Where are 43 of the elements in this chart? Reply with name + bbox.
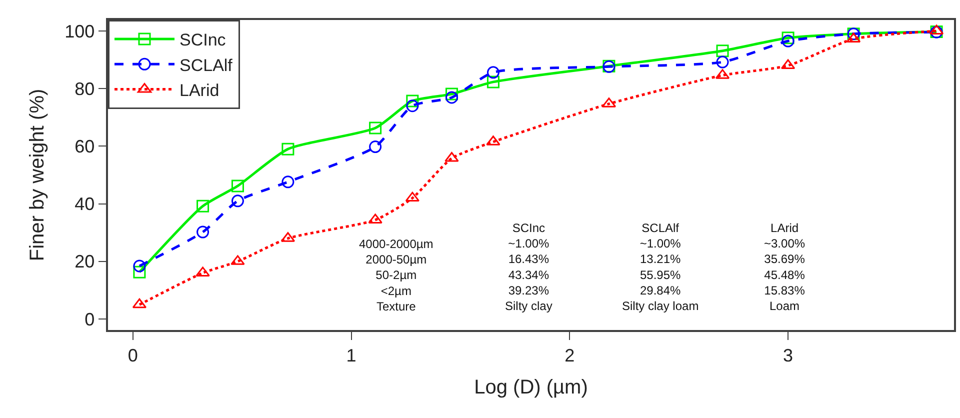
point xyxy=(782,32,794,44)
annotation: 4000-2000µm 2000-50µm 50-2µm <2µm Texture xyxy=(359,237,434,314)
point xyxy=(782,34,794,48)
point xyxy=(780,59,796,70)
y-tick-label: 100 xyxy=(64,21,95,42)
x-tick-label: 2 xyxy=(564,345,575,366)
point xyxy=(282,176,294,188)
point xyxy=(406,94,419,108)
point xyxy=(406,100,419,112)
annotation: SCLAlf ~1.00% 13.21% 55.95% 29.84% Silty clay loam xyxy=(622,221,699,313)
y-axis-title: Finer by weight (%) xyxy=(26,88,49,262)
point xyxy=(445,91,458,104)
y-tick-label: 60 xyxy=(74,136,95,156)
point xyxy=(133,266,146,278)
point xyxy=(369,122,382,134)
point xyxy=(405,192,420,202)
legend-label: LArid xyxy=(180,80,220,100)
point xyxy=(196,226,210,238)
legend-label: SCLAlf xyxy=(180,56,233,75)
point xyxy=(369,140,382,154)
y-tick-label: 0 xyxy=(84,309,95,330)
x-axis-title: Log (D) (µm) xyxy=(474,376,588,398)
point xyxy=(282,142,294,156)
y-tick-label: 40 xyxy=(74,194,95,214)
point xyxy=(231,180,244,192)
point xyxy=(486,76,500,88)
point xyxy=(716,56,729,68)
x-tick-label: 1 xyxy=(346,345,356,366)
x-tick-label: 3 xyxy=(783,345,794,366)
legend-label: SCInc xyxy=(180,30,226,50)
point xyxy=(231,194,244,208)
annotation: SCInc ~1.00% 16.43% 43.34% 39.23% Silty clay xyxy=(505,221,552,313)
point xyxy=(486,66,500,79)
point xyxy=(132,298,147,308)
y-tick-label: 80 xyxy=(74,78,95,99)
point xyxy=(716,44,729,58)
point xyxy=(846,32,861,43)
y-tick-label: 20 xyxy=(74,252,95,272)
point xyxy=(196,200,210,212)
point xyxy=(445,88,458,100)
x-tick-label: 0 xyxy=(128,345,138,366)
point xyxy=(133,260,146,272)
annotation: LArid ~3.00% 35.69% 45.48% 15.83% Loam xyxy=(764,221,806,313)
